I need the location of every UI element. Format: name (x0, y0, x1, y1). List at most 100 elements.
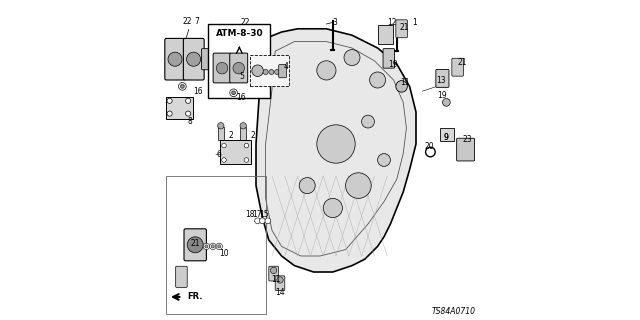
Text: 21: 21 (399, 23, 409, 32)
Circle shape (216, 243, 223, 250)
FancyBboxPatch shape (165, 38, 186, 80)
FancyBboxPatch shape (279, 65, 287, 78)
Circle shape (443, 99, 451, 106)
FancyBboxPatch shape (378, 25, 393, 44)
Circle shape (216, 62, 228, 74)
FancyBboxPatch shape (184, 229, 206, 261)
Text: 16: 16 (193, 87, 203, 96)
Text: 18: 18 (245, 210, 254, 219)
Circle shape (244, 143, 249, 148)
Text: 23: 23 (462, 135, 472, 144)
Text: 14: 14 (275, 288, 285, 297)
Circle shape (222, 143, 227, 148)
Circle shape (180, 84, 184, 88)
FancyBboxPatch shape (213, 53, 231, 83)
Circle shape (396, 81, 408, 92)
Circle shape (317, 61, 336, 80)
Text: 3: 3 (333, 18, 337, 27)
Text: 10: 10 (219, 249, 229, 258)
Text: 16: 16 (236, 93, 246, 102)
Text: 9: 9 (444, 133, 449, 142)
Polygon shape (256, 29, 416, 272)
Circle shape (205, 245, 208, 248)
Circle shape (260, 218, 265, 224)
Circle shape (370, 72, 385, 88)
Circle shape (218, 245, 221, 248)
Circle shape (244, 158, 249, 162)
Circle shape (323, 198, 342, 218)
Text: 20: 20 (425, 142, 435, 151)
Text: 11: 11 (271, 276, 280, 284)
Text: 21: 21 (457, 58, 467, 67)
FancyBboxPatch shape (240, 127, 246, 140)
Circle shape (275, 69, 280, 75)
FancyBboxPatch shape (218, 127, 224, 140)
Circle shape (346, 173, 371, 198)
Circle shape (232, 91, 236, 95)
Text: 17: 17 (252, 210, 262, 219)
FancyBboxPatch shape (275, 276, 285, 291)
Text: 9: 9 (444, 133, 449, 142)
Circle shape (362, 115, 374, 128)
Text: 6: 6 (216, 150, 221, 159)
Text: 12: 12 (388, 18, 397, 27)
Text: 22: 22 (240, 18, 250, 27)
Circle shape (168, 52, 182, 66)
Circle shape (186, 98, 191, 103)
Circle shape (187, 52, 201, 66)
Circle shape (317, 125, 355, 163)
Circle shape (204, 243, 210, 250)
Text: 5: 5 (239, 72, 244, 81)
Text: 15: 15 (259, 210, 269, 219)
Circle shape (300, 178, 316, 194)
Text: 19: 19 (436, 91, 447, 100)
Circle shape (167, 111, 172, 116)
FancyBboxPatch shape (202, 49, 213, 70)
Circle shape (211, 245, 214, 248)
FancyBboxPatch shape (396, 20, 408, 38)
FancyBboxPatch shape (208, 24, 270, 98)
Circle shape (265, 218, 271, 224)
Text: 8: 8 (188, 117, 192, 126)
Text: 7: 7 (195, 17, 199, 26)
Text: TS84A0710: TS84A0710 (431, 307, 475, 316)
Circle shape (179, 83, 186, 90)
Text: 19: 19 (388, 60, 397, 68)
Circle shape (252, 65, 264, 76)
Circle shape (269, 69, 274, 75)
FancyBboxPatch shape (436, 69, 449, 87)
Circle shape (271, 267, 277, 274)
Circle shape (218, 123, 224, 129)
Text: 4: 4 (284, 62, 289, 71)
Circle shape (263, 69, 268, 75)
Circle shape (186, 111, 191, 116)
Circle shape (222, 158, 227, 162)
Circle shape (240, 123, 246, 129)
FancyBboxPatch shape (184, 38, 204, 80)
Circle shape (344, 50, 360, 66)
FancyBboxPatch shape (230, 53, 248, 83)
Circle shape (210, 243, 216, 250)
FancyBboxPatch shape (175, 266, 187, 287)
Circle shape (230, 89, 237, 97)
Text: 21: 21 (191, 239, 200, 248)
FancyBboxPatch shape (457, 138, 475, 161)
Text: 22: 22 (182, 17, 192, 26)
Text: ATM-8-30: ATM-8-30 (216, 29, 263, 38)
Text: FR.: FR. (187, 292, 203, 301)
Circle shape (233, 62, 244, 74)
Circle shape (378, 154, 390, 166)
FancyBboxPatch shape (250, 55, 289, 86)
FancyBboxPatch shape (220, 140, 251, 164)
Circle shape (277, 277, 283, 283)
Circle shape (167, 98, 172, 103)
Text: 2: 2 (250, 131, 255, 140)
Circle shape (255, 218, 260, 224)
Circle shape (187, 237, 204, 253)
Text: 1: 1 (412, 18, 417, 27)
Polygon shape (440, 128, 454, 141)
FancyBboxPatch shape (452, 58, 463, 76)
Text: 2: 2 (228, 131, 234, 140)
FancyBboxPatch shape (383, 49, 394, 68)
FancyBboxPatch shape (166, 97, 193, 119)
